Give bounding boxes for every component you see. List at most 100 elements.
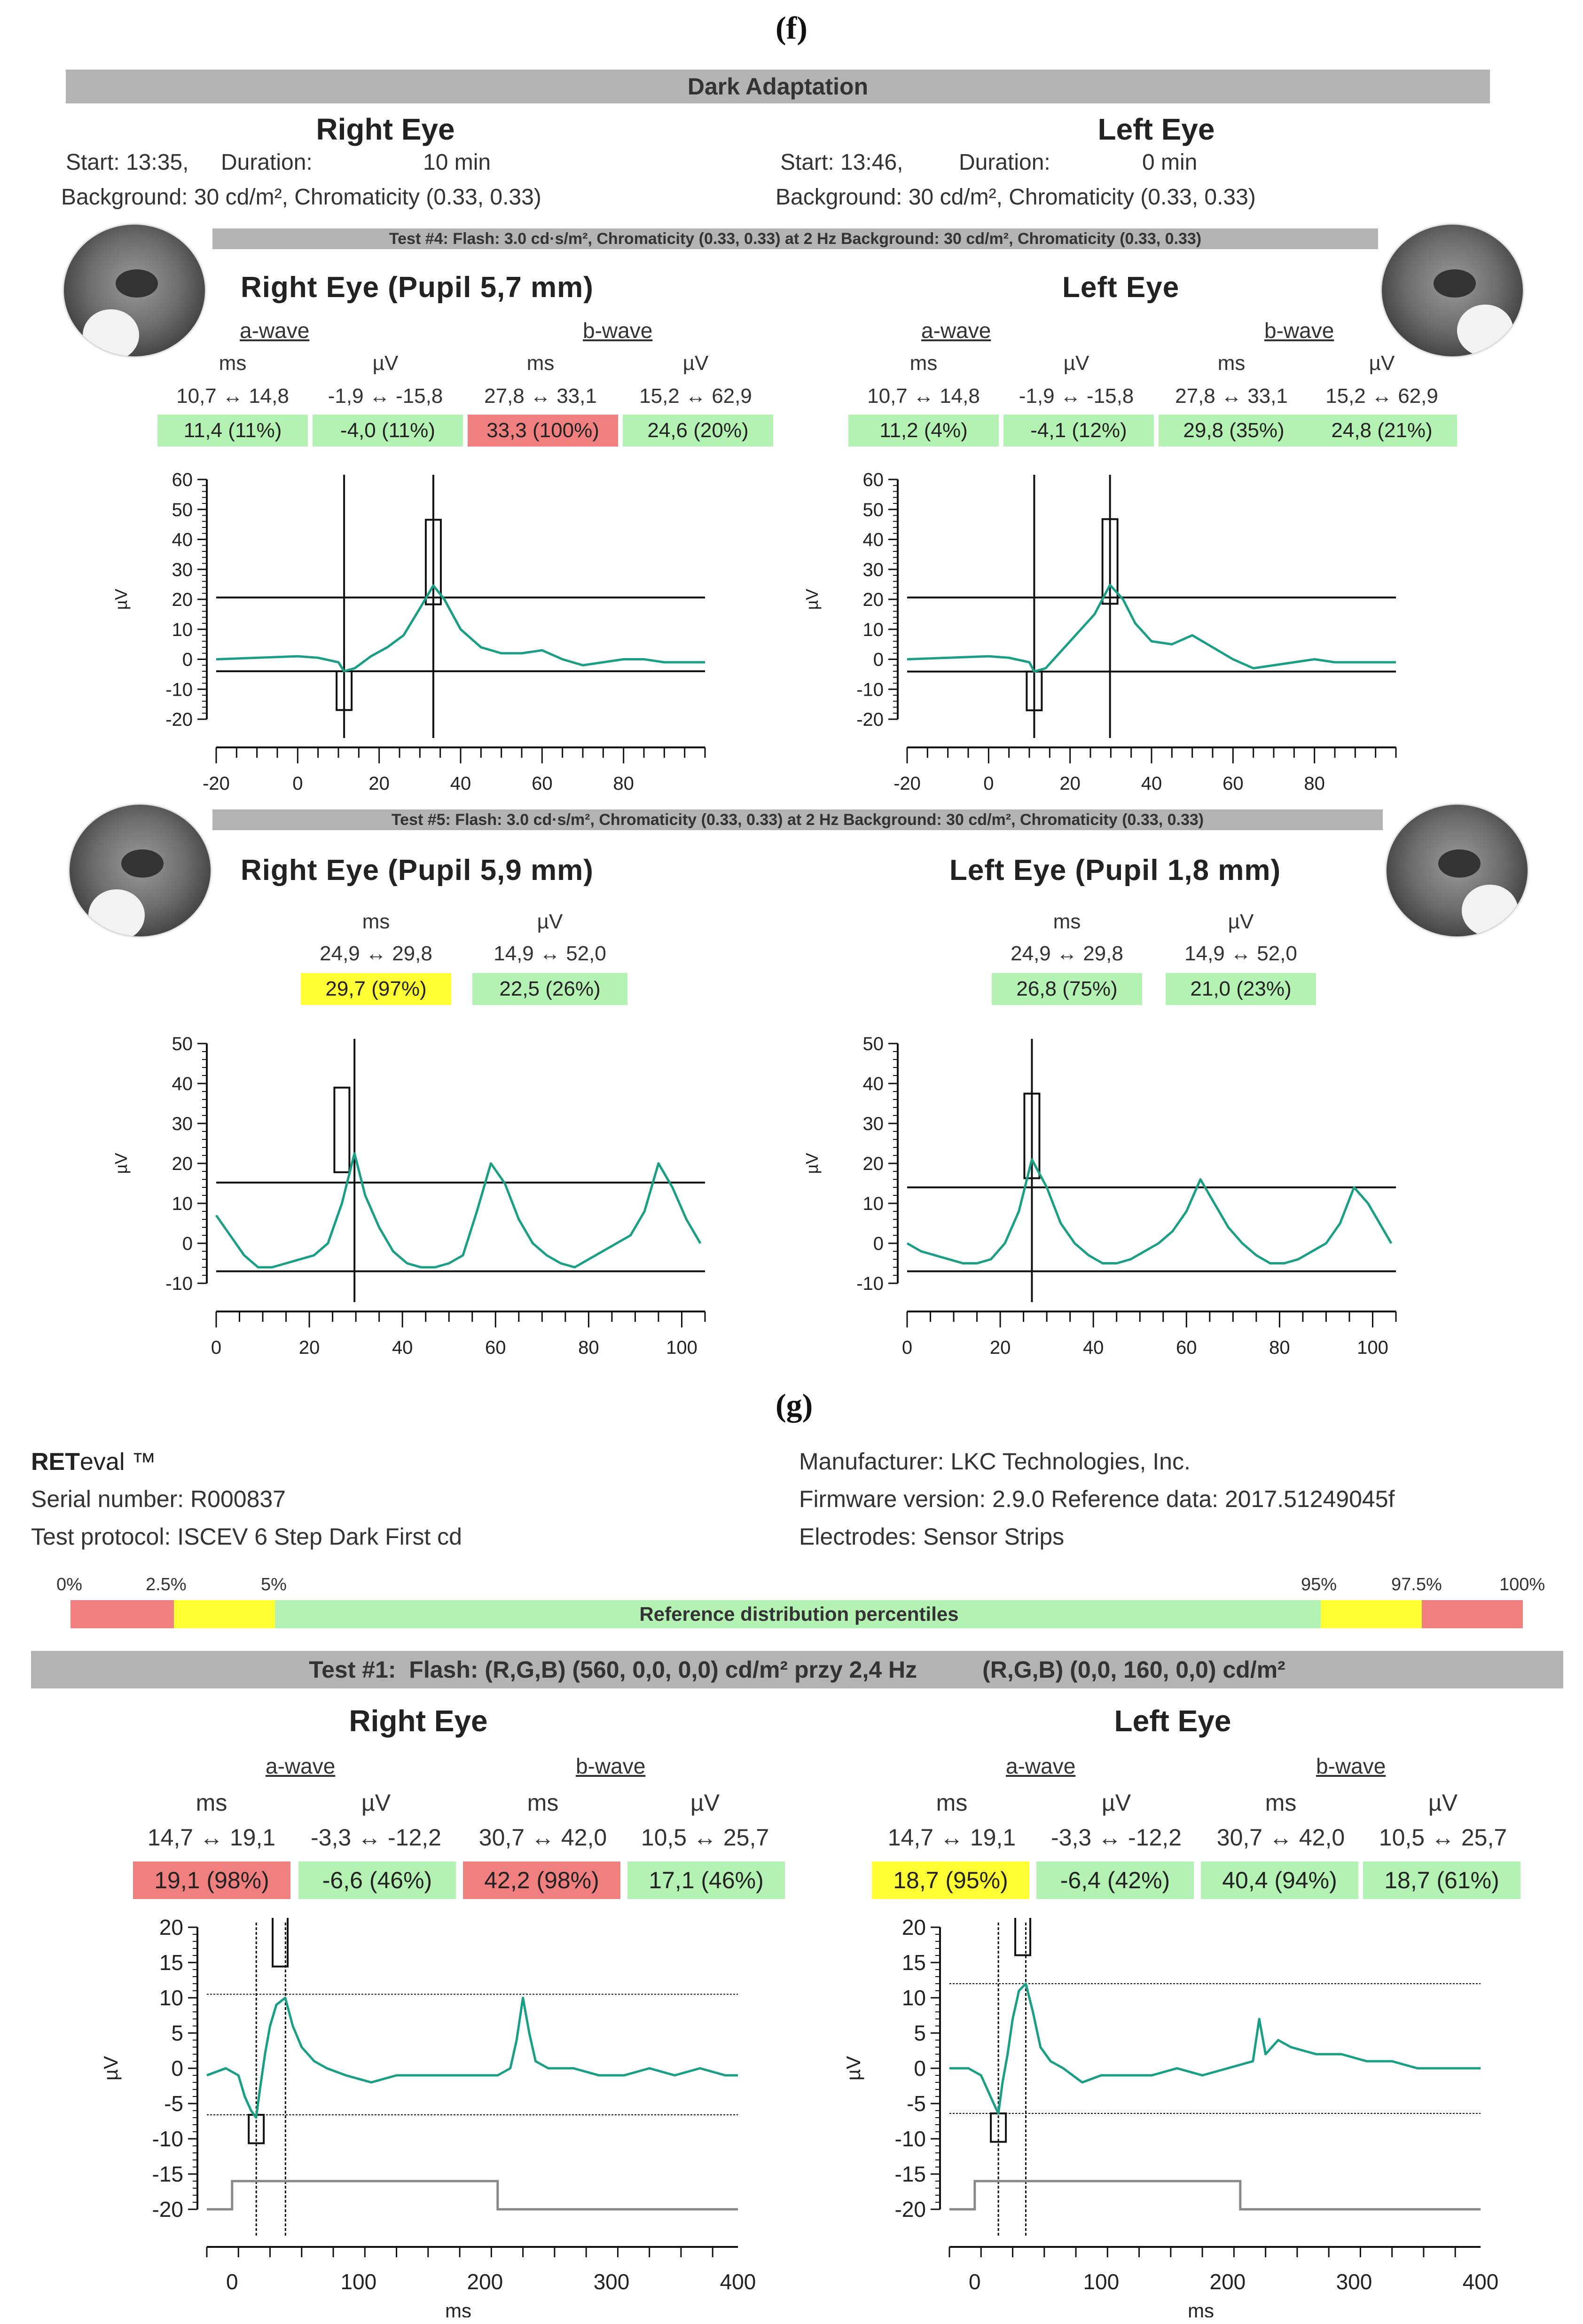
f-right-duration-label: Duration: xyxy=(221,150,313,175)
g-left-b-wave: b-wave xyxy=(1316,1754,1386,1778)
y-axis-label: µV xyxy=(802,1153,822,1174)
range: 10,7 ↔ 14,8 xyxy=(176,385,289,408)
x-tick-label: 80 xyxy=(1269,1337,1290,1358)
y-tick-label: -20 xyxy=(165,709,193,730)
unit: ms xyxy=(527,1790,559,1816)
x-tick-label: 40 xyxy=(1083,1337,1104,1358)
serial-number: Serial number: R000837 xyxy=(31,1486,286,1512)
y-axis-label: µV xyxy=(100,2056,122,2081)
value-cell: 29,7 (97%) xyxy=(301,973,451,1005)
f-left-duration: 0 min xyxy=(1142,150,1198,175)
pct-red-high xyxy=(1422,1600,1523,1628)
range: 14,7 ↔ 19,1 xyxy=(147,1824,276,1851)
erg-trace xyxy=(206,1996,738,2119)
test5-right-title: Right Eye (Pupil 5,9 mm) xyxy=(241,854,594,887)
y-tick-label: 50 xyxy=(863,500,884,520)
y-tick-label: 40 xyxy=(863,1074,884,1094)
y-tick-label: -5 xyxy=(907,2091,926,2116)
x-tick-label: 100 xyxy=(1083,2269,1119,2294)
sensor-shape xyxy=(83,309,139,356)
value-cell: -4,0 (11%) xyxy=(313,415,463,447)
unit: µV xyxy=(1369,352,1395,375)
g-right-a-wave: a-wave xyxy=(266,1754,336,1778)
f-right-start: Start: 13:35, xyxy=(66,150,189,175)
f-right-background: Background: 30 cd/m², Chromaticity (0.33… xyxy=(61,185,541,210)
y-tick-label: -20 xyxy=(856,709,884,730)
y-tick-label: 10 xyxy=(863,1193,884,1214)
value-cell: 22,5 (26%) xyxy=(472,973,627,1005)
y-tick-label: 15 xyxy=(159,1950,183,1975)
sensor-shape xyxy=(1457,305,1513,356)
x-tick-label: 200 xyxy=(467,2269,503,2294)
x-tick-label: 40 xyxy=(450,773,471,794)
erg-trace xyxy=(949,1982,1481,2115)
y-tick-label: -20 xyxy=(895,2197,926,2222)
erg-trace xyxy=(906,1158,1393,1264)
x-tick-label: 60 xyxy=(1223,773,1244,794)
y-tick-label: -15 xyxy=(152,2162,183,2186)
normal-range-box xyxy=(272,1918,289,1968)
value-cell: 18,7 (95%) xyxy=(872,1861,1029,1899)
range: 10,5 ↔ 25,7 xyxy=(641,1824,769,1851)
y-tick-label: 20 xyxy=(159,1918,183,1939)
y-tick-label: -15 xyxy=(895,2162,926,2186)
y-tick-label: 5 xyxy=(171,2021,183,2045)
y-tick-label: 15 xyxy=(902,1950,926,1975)
manufacturer: Manufacturer: LKC Technologies, Inc. xyxy=(799,1448,1191,1475)
y-tick-label: 10 xyxy=(159,1986,183,2010)
y-tick-label: 20 xyxy=(172,589,193,610)
range: 24,9 ↔ 29,8 xyxy=(1011,942,1123,965)
x-tick-label: 20 xyxy=(299,1337,320,1358)
y-tick-label: -5 xyxy=(164,2091,183,2116)
y-tick-label: 20 xyxy=(863,589,884,610)
value-cell: -6,6 (46%) xyxy=(298,1861,456,1899)
pct-tick: 2.5% xyxy=(146,1575,187,1594)
test-protocol: Test protocol: ISCEV 6 Step Dark First c… xyxy=(31,1523,462,1550)
device-name: RETeval ™ xyxy=(31,1448,156,1476)
value-cell: -4,1 (12%) xyxy=(1003,415,1154,447)
erg-trace xyxy=(215,1152,702,1269)
x-tick-label: 80 xyxy=(613,773,634,794)
f-left-start: Start: 13:46, xyxy=(780,150,903,175)
pupil-shape xyxy=(116,269,158,298)
x-tick-label: 400 xyxy=(1463,2269,1499,2294)
unit: ms xyxy=(909,352,938,375)
x-tick-label: 20 xyxy=(1059,773,1081,794)
pct-tick: 100% xyxy=(1499,1575,1545,1594)
value-cell: 18,7 (61%) xyxy=(1363,1861,1520,1899)
f-left-duration-label: Duration: xyxy=(959,150,1050,175)
pupil-shape xyxy=(1434,269,1476,298)
stimulus-trace xyxy=(949,2180,1481,2211)
range: 27,8 ↔ 33,1 xyxy=(484,385,597,408)
y-axis-label: µV xyxy=(111,1153,131,1174)
unit: µV xyxy=(682,352,709,375)
erg-trace xyxy=(216,584,705,673)
x-tick-label: 200 xyxy=(1210,2269,1246,2294)
percentile-label: Reference distribution percentiles xyxy=(639,1603,959,1625)
unit: µV xyxy=(1228,910,1254,933)
sensor-shape xyxy=(1462,885,1518,936)
left-eye-photo-test5 xyxy=(1387,805,1528,936)
x-tick-label: 300 xyxy=(594,2269,630,2294)
y-tick-label: 30 xyxy=(172,1114,193,1134)
test4-right-title: Right Eye (Pupil 5,7 mm) xyxy=(241,271,594,304)
range: -3,3 ↔ -12,2 xyxy=(311,1824,441,1851)
y-tick-label: 20 xyxy=(863,1154,884,1174)
y-tick-label: 40 xyxy=(863,530,884,550)
pct-tick: 95% xyxy=(1301,1575,1337,1594)
test5-bar: Test #5: Flash: 3.0 cd·s/m², Chromaticit… xyxy=(212,809,1383,830)
y-tick-label: 0 xyxy=(182,650,193,670)
y-tick-label: 0 xyxy=(873,1233,884,1254)
value-cell: 17,1 (46%) xyxy=(627,1861,785,1899)
y-tick-label: 5 xyxy=(914,2021,926,2045)
y-tick-label: 0 xyxy=(914,2056,926,2081)
x-tick-label: 100 xyxy=(340,2269,376,2294)
x-tick-label: 60 xyxy=(1176,1337,1197,1358)
y-tick-label: 50 xyxy=(172,500,193,520)
value-cell: 26,8 (75%) xyxy=(992,973,1142,1005)
pupil-shape xyxy=(121,849,164,878)
y-tick-label: 30 xyxy=(172,559,193,580)
